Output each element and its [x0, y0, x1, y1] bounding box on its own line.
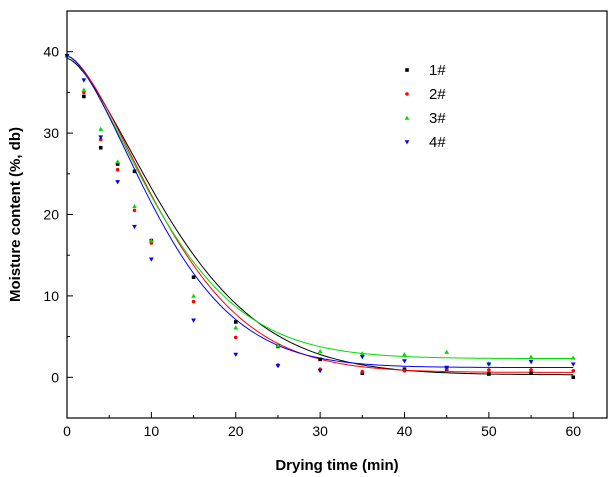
y-tick-label: 0: [51, 369, 59, 385]
x-tick-label: 0: [63, 423, 71, 439]
y-axis-label: Moisture content (%, db): [7, 127, 24, 302]
data-point: [317, 368, 323, 374]
data-point: [233, 320, 238, 324]
x-tick-label: 20: [228, 423, 244, 439]
series-4: [64, 53, 576, 374]
data-point: [444, 365, 450, 370]
data-point: [402, 352, 407, 357]
data-point: [148, 238, 154, 243]
x-tick-label: 10: [144, 423, 160, 439]
data-point: [98, 137, 103, 142]
series-3: [64, 53, 576, 366]
data-point: [115, 180, 121, 185]
fit-curve-4: [66, 55, 574, 369]
data-point: [486, 362, 492, 367]
data-point: [528, 360, 534, 365]
data-point: [529, 368, 533, 372]
data-point: [115, 162, 120, 166]
plot-frame: [66, 10, 608, 419]
series-2: [65, 53, 576, 374]
data-point: [570, 362, 576, 367]
data-point: [570, 355, 576, 360]
data-point: [132, 208, 137, 213]
legend-marker-3: [404, 115, 410, 120]
data-point: [115, 159, 121, 164]
data-point: [529, 371, 533, 376]
data-point: [444, 349, 450, 354]
x-axis-label: Drying time (min): [275, 457, 398, 474]
legend-label-4: 4#: [429, 134, 446, 151]
data-point: [571, 375, 576, 380]
fit-curve-3: [66, 55, 574, 360]
y-tick-label: 40: [43, 44, 59, 60]
legend-label-2: 2#: [429, 86, 446, 103]
data-point: [81, 78, 87, 83]
data-point: [98, 135, 104, 140]
axis-ticks: 0 10 20 30 40 50 60 0 10 20 30 40: [43, 10, 581, 439]
data-point: [487, 372, 491, 376]
y-tick-label: 30: [43, 125, 59, 141]
legend-label-1: 1#: [429, 62, 446, 79]
y-tick-label: 10: [43, 288, 59, 304]
data-point: [132, 169, 137, 174]
data-point: [360, 369, 365, 374]
data-point: [571, 368, 576, 373]
data-point: [132, 203, 137, 209]
legend: 1# 2# 3# 4#: [404, 62, 446, 151]
data-point: [82, 94, 86, 99]
x-tick-label: 30: [312, 423, 328, 439]
legend-marker-2: [405, 92, 409, 96]
data-point: [191, 275, 196, 279]
fit-curve-2: [66, 55, 574, 373]
data-point: [81, 87, 87, 92]
data-point: [359, 355, 365, 360]
data-point: [402, 359, 407, 364]
data-point: [191, 299, 196, 304]
x-tick-label: 40: [397, 423, 413, 439]
data-point: [233, 352, 239, 357]
fit-curves: [66, 55, 574, 376]
y-tick-label: 20: [43, 207, 59, 223]
fit-curve-1: [66, 57, 574, 376]
data-point: [318, 357, 322, 362]
data-point: [359, 351, 365, 356]
data-point: [115, 167, 120, 172]
data-point: [487, 368, 491, 372]
data-point: [132, 224, 137, 230]
legend-marker-4: [404, 140, 410, 145]
data-point: [233, 325, 239, 330]
data-point: [98, 145, 103, 150]
series-1: [65, 53, 576, 380]
x-tick-label: 60: [565, 423, 581, 439]
data-point: [317, 348, 323, 354]
data-point: [233, 335, 238, 340]
legend-label-3: 3#: [429, 110, 446, 127]
data-point: [98, 126, 104, 131]
data-point: [191, 318, 196, 323]
data-point: [148, 257, 154, 262]
x-tick-label: 50: [481, 423, 497, 439]
data-point: [402, 368, 407, 373]
data-point: [528, 354, 534, 359]
data-point: [275, 364, 281, 369]
legend-marker-1: [405, 68, 409, 72]
data-points: [64, 53, 576, 380]
data-point: [275, 343, 281, 348]
data-point: [191, 293, 196, 298]
